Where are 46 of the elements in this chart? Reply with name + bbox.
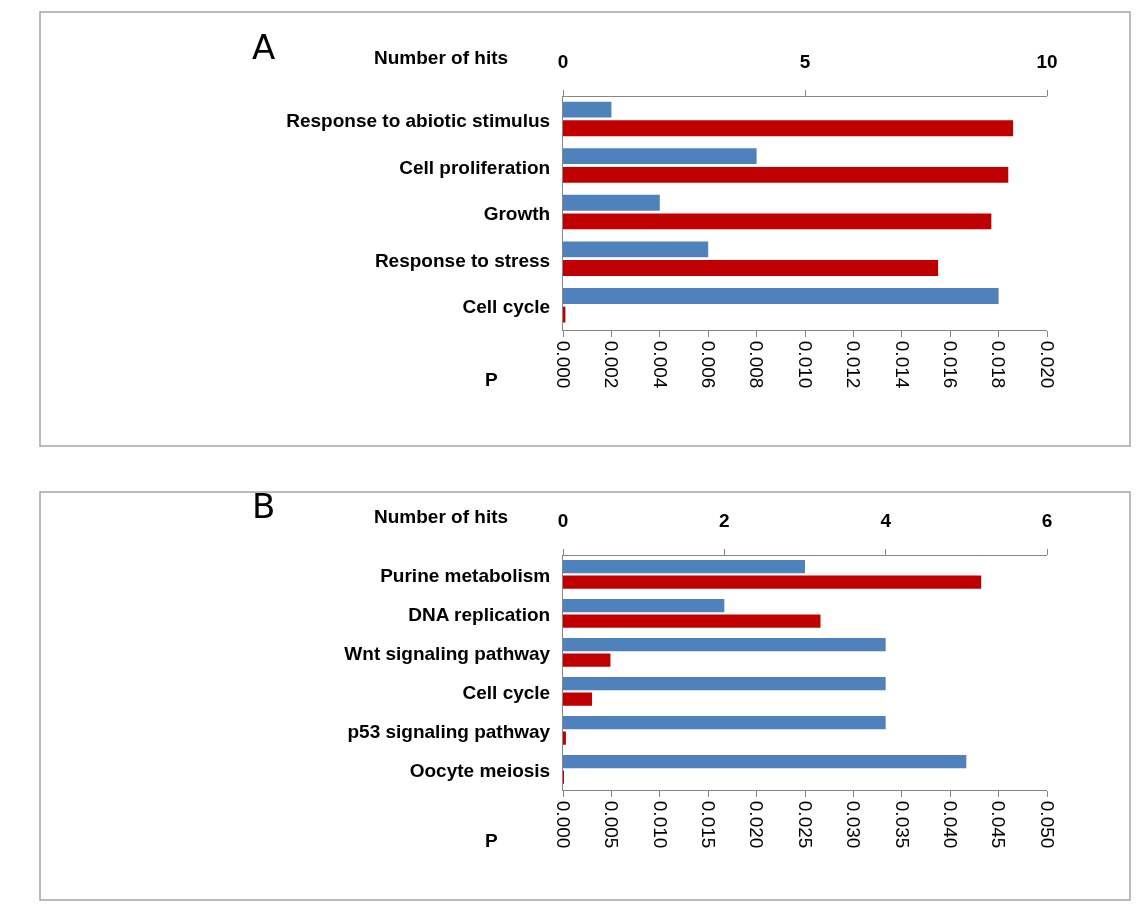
text: B: [252, 486, 276, 526]
y-tick-label: Oocyte meiosis: [409, 760, 551, 782]
x2-tick-label: 6: [1041, 510, 1053, 532]
y-tick-label: Wnt signaling pathway: [344, 643, 551, 665]
x-tick-label: 0.035: [891, 800, 913, 849]
x-tick-label: 0.015: [698, 800, 720, 849]
x-tick-label: 0.004: [649, 340, 671, 389]
x-tick-label: 0.030: [843, 800, 865, 849]
x-tick-label: 0.005: [601, 800, 623, 849]
x-tick-label: 0.002: [601, 340, 623, 389]
y-tick-label: Response to abiotic stimulus: [286, 109, 551, 131]
x-tick-label: 0.012: [843, 340, 865, 389]
y-tick-label: DNA replication: [408, 604, 551, 626]
x2-axis-title: Number of hits: [374, 506, 509, 527]
x-axis-title: P: [485, 369, 498, 390]
x-tick-label: 0.020: [1036, 340, 1058, 389]
y-tick-label: Response to stress: [374, 249, 551, 271]
y-tick-label: Cell cycle: [462, 296, 551, 318]
x2-tick-label: 2: [719, 510, 730, 532]
x-tick-label: 0.018: [988, 340, 1010, 389]
x-tick-label: 0.000: [552, 800, 574, 849]
y-tick-label: Cell cycle: [462, 682, 551, 704]
x-tick-label: 0.016: [940, 340, 962, 389]
y-tick-label: Cell proliferation: [399, 156, 551, 178]
y-tick-label: p53 signaling pathway: [347, 721, 551, 743]
text: A: [252, 27, 276, 67]
x2-tick-label: 4: [880, 510, 892, 532]
x-tick-label: 0.045: [988, 800, 1010, 849]
x-tick-label: 0.050: [1036, 800, 1058, 849]
x2-tick-label: 0: [557, 510, 569, 532]
x2-tick-label: 0: [557, 51, 569, 73]
x-tick-label: 0.010: [649, 800, 671, 849]
y-tick-label: Growth: [483, 203, 551, 225]
x2-tick-label: 10: [1036, 51, 1058, 73]
x-tick-label: 0.014: [891, 340, 913, 389]
x-tick-label: 0.000: [552, 340, 574, 389]
x-tick-label: 0.020: [746, 800, 768, 849]
x-tick-label: 0.040: [940, 800, 962, 849]
y-tick-label: Purine metabolism: [380, 565, 551, 587]
x-tick-label: 0.025: [794, 800, 816, 849]
x2-tick-label: 5: [799, 51, 811, 73]
x-tick-label: 0.006: [698, 340, 720, 389]
x-tick-label: 0.010: [794, 340, 816, 389]
x-axis-title: P: [485, 830, 498, 851]
x-tick-label: 0.008: [746, 340, 768, 389]
x2-axis-title: Number of hits: [374, 47, 509, 68]
